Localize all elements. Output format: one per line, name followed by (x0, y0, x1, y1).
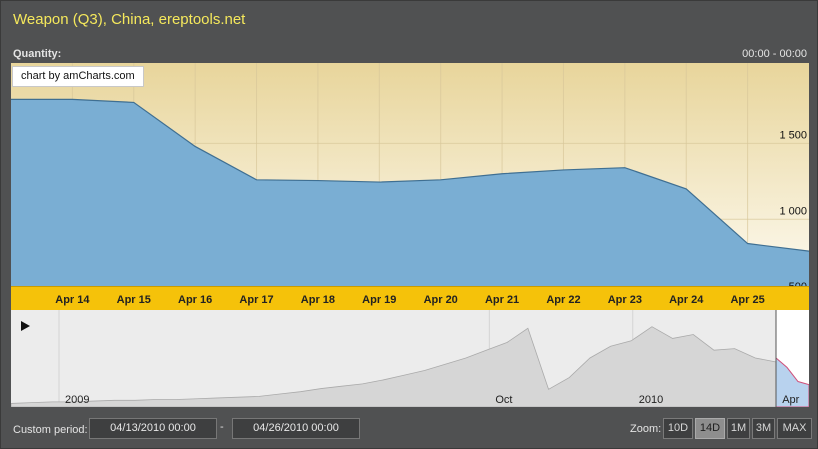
zoom-1m-button[interactable]: 1M (727, 418, 750, 439)
time-range-readout: 00:00 - 00:00 (742, 48, 807, 60)
custom-period-label: Custom period: (13, 424, 88, 436)
date-axis-bar: Apr 14 Apr 15 Apr 16 Apr 17 Apr 18 Apr 19 Apr … (11, 286, 809, 311)
x-tick-label: Apr 20 (424, 294, 458, 306)
navigator-label: 2010 (639, 394, 663, 406)
y-tick-label: 1 000 (779, 205, 807, 217)
navigator-svg: 2009 Oct 2010 Apr (10, 310, 810, 408)
series-line (11, 98, 810, 252)
chart-title: Weapon (Q3), China, ereptools.net (13, 11, 246, 28)
x-tick-label: Apr 18 (301, 294, 335, 306)
x-tick-label: Apr 22 (546, 294, 580, 306)
zoom-max-button[interactable]: MAX (777, 418, 812, 439)
navigator-label: Oct (495, 394, 512, 406)
credit-badge[interactable]: chart by amCharts.com (12, 66, 144, 87)
period-separator: - (220, 421, 224, 433)
end-date-field[interactable]: 04/26/2010 00:00 (232, 418, 360, 439)
x-tick-label: Apr 25 (730, 294, 764, 306)
zoom-3m-button[interactable]: 3M (752, 418, 775, 439)
y-tick-label: 1 500 (779, 129, 807, 141)
x-tick-label: Apr 14 (55, 294, 90, 306)
start-date-field[interactable]: 04/13/2010 00:00 (89, 418, 217, 439)
date-axis-svg: Apr 14 Apr 15 Apr 16 Apr 17 Apr 18 Apr 19 Apr … (55, 294, 764, 306)
play-icon[interactable] (21, 321, 30, 331)
navigator-label: Apr (782, 394, 799, 406)
series-area (11, 99, 809, 286)
x-tick-label: Apr 17 (239, 294, 273, 306)
x-tick-label: Apr 21 (485, 294, 519, 306)
x-tick-label: Apr 23 (608, 294, 642, 306)
scrollbar-navigator[interactable]: 2009 Oct 2010 Apr (10, 310, 810, 408)
x-tick-label: Apr 19 (362, 294, 396, 306)
zoom-label: Zoom: (630, 423, 662, 435)
x-tick-label: Apr 16 (178, 294, 212, 306)
x-tick-label: Apr 15 (117, 294, 151, 306)
zoom-10d-button[interactable]: 10D (663, 418, 693, 439)
navigator-area (10, 326, 777, 408)
x-tick-label: Apr 24 (669, 294, 704, 306)
y-axis-label: Quantity: (13, 48, 62, 60)
zoom-14d-button[interactable]: 14D (695, 418, 725, 439)
navigator-label: 2009 (65, 394, 89, 406)
